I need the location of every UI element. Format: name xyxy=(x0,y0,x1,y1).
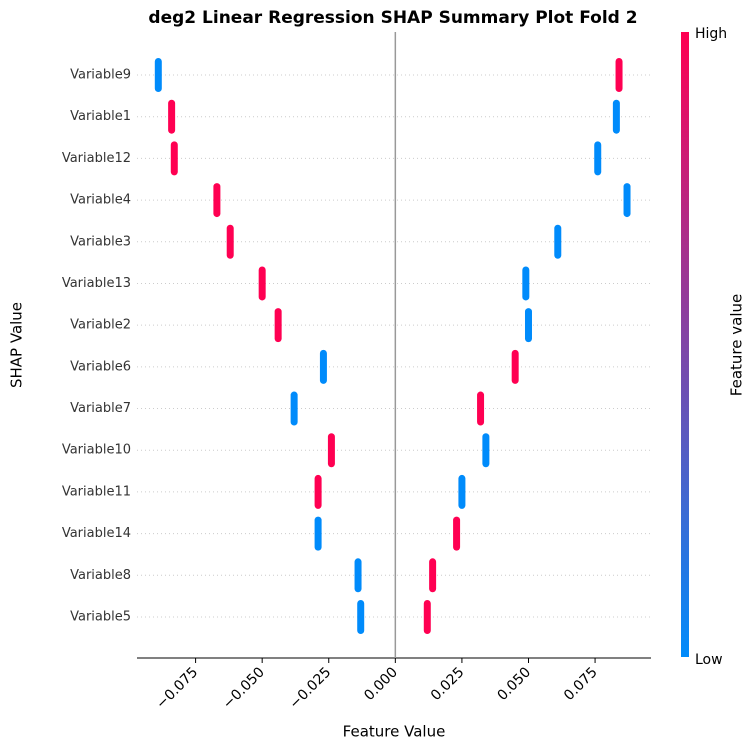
shap-cluster xyxy=(429,558,437,593)
y-tick-label: Variable12 xyxy=(62,151,131,166)
shap-cluster xyxy=(522,266,530,301)
shap-cluster xyxy=(357,600,365,634)
y-tick-label: Variable14 xyxy=(62,526,131,541)
x-tick-label: 0.050 xyxy=(494,664,534,704)
shap-cluster xyxy=(154,58,162,92)
x-tick-label: 0.000 xyxy=(361,664,401,704)
shap-cluster xyxy=(423,600,431,634)
shap-cluster xyxy=(258,266,266,301)
shap-cluster xyxy=(314,516,322,551)
shap-cluster xyxy=(511,349,519,384)
y-tick-label: Variable7 xyxy=(70,401,131,416)
x-axis-label: Feature Value xyxy=(343,723,446,741)
chart-title: deg2 Linear Regression SHAP Summary Plot… xyxy=(148,8,637,28)
shap-cluster xyxy=(477,391,485,426)
y-tick-label: Variable9 xyxy=(70,68,131,83)
y-tick-label: Variable11 xyxy=(62,484,131,499)
shap-cluster xyxy=(314,474,322,509)
shap-cluster xyxy=(327,433,335,468)
y-tick-label: Variable2 xyxy=(70,318,131,333)
x-tick-label: 0.025 xyxy=(428,664,468,704)
y-tick-label: Variable13 xyxy=(62,276,131,291)
y-tick-label: Variable1 xyxy=(70,109,131,124)
y-tick-label: Variable8 xyxy=(70,568,131,583)
colorbar-low: Low xyxy=(695,652,723,668)
shap-cluster xyxy=(482,433,490,468)
shap-cluster xyxy=(354,558,362,593)
shap-cluster xyxy=(453,516,461,551)
shap-cluster xyxy=(319,349,327,384)
shap-cluster xyxy=(274,308,282,343)
shap-cluster xyxy=(168,99,176,134)
colorbar-high: High xyxy=(695,26,727,42)
shap-cluster xyxy=(226,224,234,259)
x-tick-label: −0.075 xyxy=(153,664,201,712)
colorbar xyxy=(681,32,689,657)
shap-cluster xyxy=(594,141,602,176)
y-tick-label: Variable6 xyxy=(70,359,131,374)
shap-cluster xyxy=(612,99,620,134)
x-tick-label: −0.050 xyxy=(220,664,268,712)
y-axis-label: SHAP Value xyxy=(8,302,26,388)
shap-cluster xyxy=(623,183,631,218)
shap-cluster xyxy=(170,141,178,176)
y-tick-label: Variable3 xyxy=(70,234,131,249)
y-tick-label: Variable4 xyxy=(70,193,131,208)
colorbar-label: Feature value xyxy=(728,294,746,396)
shap-cluster xyxy=(458,474,466,509)
shap-cluster xyxy=(554,224,562,259)
x-tick-label: 0.075 xyxy=(561,664,601,704)
shap-cluster xyxy=(524,308,532,343)
shap-cluster xyxy=(213,183,221,218)
x-tick-label: −0.025 xyxy=(286,664,334,712)
y-tick-label: Variable5 xyxy=(70,610,131,625)
shap-cluster xyxy=(290,391,298,426)
y-tick-label: Variable10 xyxy=(62,443,131,458)
shap-cluster xyxy=(615,58,623,92)
